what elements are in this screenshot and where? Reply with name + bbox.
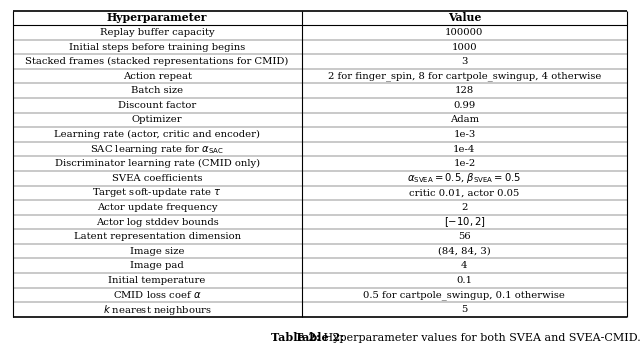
Text: Latent representation dimension: Latent representation dimension [74,232,241,241]
Text: SAC learning rate for $\alpha_{\mathrm{SAC}}$: SAC learning rate for $\alpha_{\mathrm{S… [90,143,224,156]
Text: Batch size: Batch size [131,86,183,95]
Text: Optimizer: Optimizer [132,115,182,124]
Text: CMID loss coef $\alpha$: CMID loss coef $\alpha$ [113,289,202,300]
Text: Initial temperature: Initial temperature [109,276,206,285]
Text: Initial steps before training begins: Initial steps before training begins [69,43,245,51]
Text: (84, 84, 3): (84, 84, 3) [438,247,491,256]
Text: Stacked frames (stacked representations for CMID): Stacked frames (stacked representations … [26,57,289,66]
Text: Target soft-update rate $\tau$: Target soft-update rate $\tau$ [92,186,222,199]
Text: $k$ nearest neighbours: $k$ nearest neighbours [103,302,212,316]
Text: SVEA coefficients: SVEA coefficients [112,174,202,183]
Text: 1e-4: 1e-4 [453,145,476,153]
Text: 3: 3 [461,57,468,66]
Text: 2: 2 [461,203,468,212]
Text: 128: 128 [455,86,474,95]
Text: 1000: 1000 [452,43,477,51]
Text: 1e-2: 1e-2 [453,159,476,168]
Text: Value: Value [448,12,481,23]
Text: Action repeat: Action repeat [123,72,192,81]
Text: 0.1: 0.1 [456,276,472,285]
Text: Discount factor: Discount factor [118,101,196,110]
Text: Actor update frequency: Actor update frequency [97,203,218,212]
Text: $\alpha_{\mathrm{SVEA}} = 0.5$, $\beta_{\mathrm{SVEA}} = 0.5$: $\alpha_{\mathrm{SVEA}} = 0.5$, $\beta_{… [407,171,522,185]
Text: critic 0.01, actor 0.05: critic 0.01, actor 0.05 [409,188,520,197]
Text: Learning rate (actor, critic and encoder): Learning rate (actor, critic and encoder… [54,130,260,139]
Text: Hyperparameter values for both SVEA and SVEA-CMID.: Hyperparameter values for both SVEA and … [320,333,640,343]
Text: Replay buffer capacity: Replay buffer capacity [100,28,214,37]
Text: $[-10, 2]$: $[-10, 2]$ [444,215,485,229]
Text: Table 2:: Table 2: [296,332,344,344]
Text: Table 2:: Table 2: [271,332,320,344]
Text: 1e-3: 1e-3 [453,130,476,139]
Text: 100000: 100000 [445,28,484,37]
Text: 2 for finger_spin, 8 for cartpole_swingup, 4 otherwise: 2 for finger_spin, 8 for cartpole_swingu… [328,71,601,81]
Text: Discriminator learning rate (CMID only): Discriminator learning rate (CMID only) [54,159,260,168]
Text: 0.5 for cartpole_swingup, 0.1 otherwise: 0.5 for cartpole_swingup, 0.1 otherwise [364,290,565,300]
Text: 0.99: 0.99 [453,101,476,110]
Text: Actor log stddev bounds: Actor log stddev bounds [96,218,218,226]
Text: Adam: Adam [450,115,479,124]
Text: Image size: Image size [130,247,184,256]
Text: Image pad: Image pad [131,261,184,270]
Text: 5: 5 [461,305,468,314]
Text: Hyperparameter: Hyperparameter [107,12,207,23]
Text: 56: 56 [458,232,470,241]
Text: 4: 4 [461,261,468,270]
